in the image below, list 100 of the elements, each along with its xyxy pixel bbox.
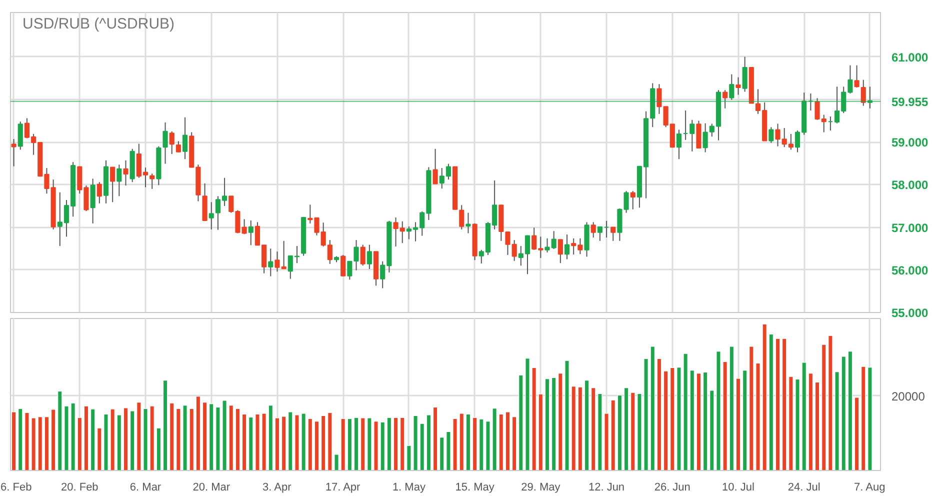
- x-tick-label: 12. Jun: [588, 482, 625, 494]
- bar: [400, 417, 405, 470]
- candlestick: [150, 173, 155, 190]
- candlestick: [597, 226, 602, 242]
- bar: [123, 408, 128, 470]
- bar: [170, 402, 174, 470]
- y-tick-label: 61.000: [892, 50, 929, 64]
- bar: [268, 405, 273, 470]
- bar: [235, 408, 240, 470]
- candlestick: [630, 190, 636, 210]
- candlestick: [564, 234, 570, 260]
- y-tick-label: 57.000: [892, 220, 929, 235]
- candlestick: [268, 248, 274, 277]
- bar: [274, 418, 280, 470]
- x-tick-label: 26. Jun: [654, 482, 690, 494]
- x-tick-label: 24. Jul: [788, 482, 820, 494]
- bar: [426, 414, 432, 470]
- bar: [854, 397, 860, 470]
- bar: [696, 372, 702, 470]
- bar: [420, 423, 424, 470]
- bar: [841, 356, 846, 470]
- y-tick-label: 56.000: [892, 263, 929, 278]
- candlestick: [110, 166, 116, 203]
- candlestick: [768, 126, 774, 144]
- x-tick-label: 6. Mar: [130, 482, 162, 494]
- candlestick: [248, 220, 254, 246]
- bar: [11, 412, 16, 470]
- bar: [209, 404, 214, 470]
- bar: [775, 338, 780, 470]
- bar: [156, 428, 162, 470]
- x-tick-label: 6. Feb: [0, 482, 32, 494]
- bar: [729, 346, 734, 470]
- bar: [512, 416, 517, 470]
- bar: [459, 413, 464, 470]
- x-tick-label: 10. Jul: [722, 482, 754, 494]
- bar: [354, 417, 359, 470]
- candlestick: [860, 79, 866, 106]
- y-tick-label: 59.000: [892, 136, 929, 150]
- candlestick: [459, 204, 464, 230]
- candlestick: [610, 226, 616, 242]
- bar: [196, 396, 201, 470]
- candlestick: [347, 260, 352, 280]
- candlestick: [354, 240, 359, 271]
- candlestick: [366, 244, 372, 270]
- candlestick: [854, 64, 860, 88]
- bar: [84, 406, 89, 470]
- candlestick: [182, 116, 188, 160]
- candlestick: [123, 160, 128, 186]
- bar: [584, 380, 590, 470]
- candlestick: [162, 122, 168, 164]
- candlestick: [90, 178, 96, 224]
- bar: [650, 346, 655, 470]
- candlestick: [742, 56, 748, 92]
- bar: [656, 358, 662, 470]
- y-tick-label: 55.000: [892, 306, 929, 320]
- x-tick-label: 7. Aug: [854, 482, 886, 494]
- bar: [544, 378, 550, 470]
- bar: [347, 418, 352, 470]
- candlestick: [702, 122, 708, 153]
- bar: [281, 416, 286, 470]
- bar: [663, 370, 668, 470]
- bar: [202, 402, 208, 470]
- bar: [624, 387, 629, 470]
- candlestick: [11, 138, 16, 167]
- bar: [90, 408, 96, 470]
- x-tick-label: 20. Feb: [61, 482, 98, 494]
- candlestick: [432, 148, 438, 184]
- x-tick-label: 20. Mar: [192, 482, 230, 494]
- bar: [38, 416, 42, 470]
- bar: [551, 377, 556, 470]
- candlestick: [676, 129, 682, 160]
- bar: [466, 414, 471, 470]
- bar: [538, 394, 544, 470]
- bar: [393, 417, 398, 470]
- bar: [690, 370, 694, 470]
- bar: [440, 437, 444, 470]
- candlestick: [466, 212, 471, 234]
- candlestick: [116, 164, 122, 197]
- candlestick: [736, 76, 741, 96]
- candlestick: [208, 202, 214, 230]
- chart-title: USD/RUB (^USDRUB): [22, 16, 175, 32]
- bar: [130, 410, 135, 470]
- bar: [782, 338, 787, 470]
- bar: [360, 418, 366, 470]
- x-tick-label: 15. May: [455, 482, 495, 494]
- ref-line-label: 59.955: [892, 94, 929, 109]
- bar: [228, 405, 234, 470]
- bar: [702, 372, 708, 470]
- candlestick: [340, 254, 346, 277]
- candlestick: [590, 222, 596, 238]
- x-tick-label: 17. Apr: [325, 482, 361, 494]
- candlestick: [690, 119, 695, 152]
- y-tick-label: 20000: [892, 389, 926, 404]
- x-tick-label: 3. Apr: [262, 482, 292, 494]
- bar: [736, 378, 741, 470]
- bar: [162, 380, 168, 470]
- bar: [808, 372, 814, 470]
- bar: [44, 416, 50, 470]
- bar: [591, 387, 596, 470]
- bar: [18, 408, 23, 470]
